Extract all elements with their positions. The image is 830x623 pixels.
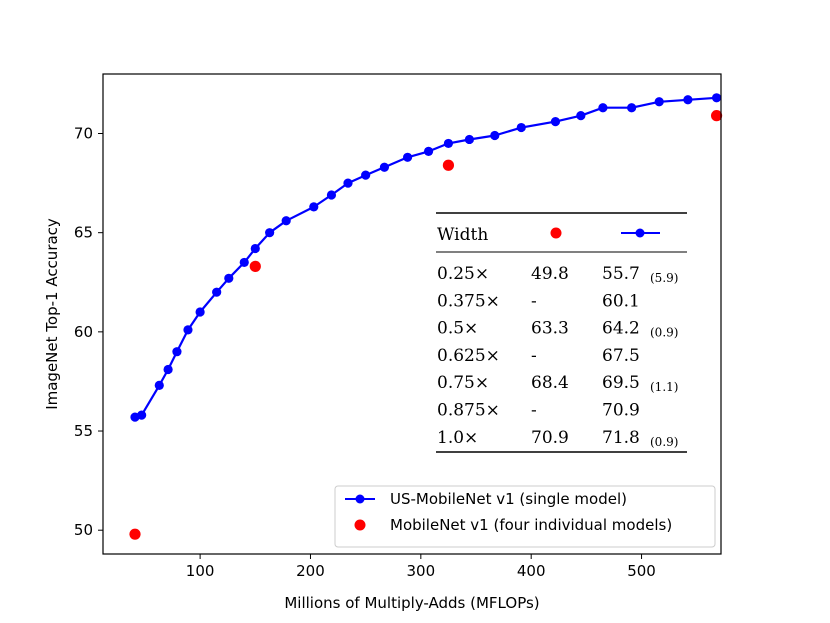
legend: US-MobileNet v1 (single model) MobileNet… (334, 485, 716, 548)
table-cell-mobilenet: - (531, 291, 537, 311)
table-cell-us-mobilenet: 60.1 (602, 291, 640, 311)
table-cell-width: 0.75× (437, 373, 489, 393)
table-cell-mobilenet: - (531, 346, 537, 366)
series-layer (129, 93, 723, 540)
series-us-mobilenet-point (154, 380, 164, 391)
legend-box (334, 485, 716, 548)
series-us-mobilenet-point (250, 243, 260, 254)
series-mobilenet-point (442, 159, 455, 171)
x-tick-label: 100 (186, 562, 215, 580)
inset-table: Width 0.25× 49.8 55.7 (5.9) 0.375× - 60.1 0.5× 6… (436, 212, 687, 453)
y-tick-label: 70 (74, 125, 93, 143)
series-us-mobilenet-point (379, 162, 390, 172)
series-us-mobilenet-point (598, 103, 608, 113)
table-cell-width: 0.875× (437, 401, 500, 421)
legend-line-marker (355, 494, 365, 504)
legend-point-marker (354, 519, 366, 531)
series-us-mobilenet-point (309, 202, 319, 212)
series-us-mobilenet-point (576, 111, 586, 121)
table-cell-note: (0.9) (650, 435, 678, 449)
y-tick-label: 60 (74, 323, 93, 341)
y-tick-label: 50 (74, 521, 93, 539)
table-cell-mobilenet: - (531, 401, 537, 421)
y-tick-label: 55 (74, 422, 93, 440)
plot-background (103, 74, 721, 554)
table-header-width: Width (437, 225, 488, 245)
table-cell-us-mobilenet: 71.8 (602, 428, 640, 448)
x-tick-label: 300 (407, 562, 436, 580)
ticks-layer: 100 200 300 400 500 50 55 60 65 70 (74, 125, 656, 580)
table-cell-note: (1.1) (650, 380, 678, 394)
series-us-mobilenet-point (212, 287, 222, 297)
table-cell-us-mobilenet: 55.7 (602, 264, 640, 284)
x-tick-label: 500 (627, 562, 656, 580)
series-us-mobilenet-point (627, 103, 637, 113)
table-cell-mobilenet: 49.8 (531, 264, 569, 284)
table-cell-note: (0.9) (650, 326, 678, 340)
series-us-mobilenet-point (137, 410, 147, 420)
series-us-mobilenet-point (163, 364, 173, 375)
table-cell-width: 0.375× (437, 291, 500, 311)
table-cell-us-mobilenet: 70.9 (602, 401, 640, 421)
series-us-mobilenet-point (443, 138, 454, 149)
series-us-mobilenet-point (326, 190, 337, 200)
x-tick-label: 200 (296, 562, 325, 580)
table-cell-note: (5.9) (650, 271, 678, 285)
table-cell-mobilenet: 63.3 (531, 319, 569, 339)
series-us-mobilenet-point (281, 216, 291, 226)
x-axis-label: Millions of Multiply-Adds (MFLOPs) (284, 594, 539, 612)
series-us-mobilenet-point (195, 307, 205, 317)
table-cell-width: 0.25× (437, 264, 489, 284)
series-us-mobilenet-point (550, 117, 561, 127)
table-cell-mobilenet: 68.4 (531, 373, 569, 393)
legend-label-us-mobilenet: US-MobileNet v1 (single model) (390, 490, 627, 508)
series-us-mobilenet-point (239, 257, 249, 268)
series-us-mobilenet-point (402, 152, 413, 162)
series-us-mobilenet-point (361, 170, 371, 180)
series-mobilenet-point (129, 528, 141, 540)
series-us-mobilenet-point (343, 178, 353, 188)
series-us-mobilenet-point (172, 347, 182, 357)
series-us-mobilenet-point (516, 122, 526, 133)
y-axis-label: ImageNet Top-1 Accuracy (43, 218, 61, 410)
table-header-mobilenet-marker (550, 227, 562, 239)
table-cell-width: 1.0× (437, 428, 478, 448)
series-mobilenet-point (249, 260, 261, 272)
table-header-us-marker (635, 228, 645, 238)
series-mobilenet-point (710, 110, 723, 122)
series-us-mobilenet-point (654, 97, 664, 107)
table-cell-us-mobilenet: 67.5 (602, 346, 640, 366)
table-cell-width: 0.625× (437, 346, 500, 366)
table-cell-width: 0.5× (437, 319, 478, 339)
axes-frame (102, 73, 722, 555)
series-us-mobilenet-point (423, 146, 434, 156)
series-us-mobilenet-point (490, 130, 500, 141)
legend-label-mobilenet: MobileNet v1 (four individual models) (390, 516, 672, 534)
y-tick-label: 65 (74, 224, 93, 242)
series-us-mobilenet-point (711, 93, 722, 103)
series-us-mobilenet-point (464, 134, 474, 145)
series-us-mobilenet-point (224, 273, 234, 283)
x-tick-label: 400 (517, 562, 546, 580)
table-rows: 0.25× 49.8 55.7 (5.9) 0.375× - 60.1 0.5× 63.3 64.… (437, 264, 678, 449)
table-cell-us-mobilenet: 69.5 (602, 373, 640, 393)
series-us-mobilenet-point (683, 95, 693, 105)
series-us-mobilenet-point (265, 228, 275, 238)
table-cell-mobilenet: 70.9 (531, 428, 569, 448)
table-cell-us-mobilenet: 64.2 (602, 319, 640, 339)
series-us-mobilenet-point (183, 325, 193, 335)
